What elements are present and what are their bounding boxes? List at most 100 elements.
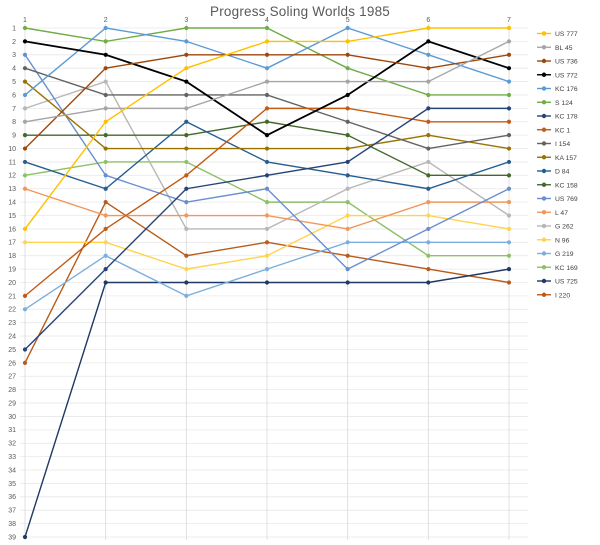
data-point[interactable] (506, 79, 512, 84)
legend-item[interactable]: KC 178 (537, 114, 578, 121)
data-point[interactable] (264, 240, 270, 245)
data-point[interactable] (184, 159, 189, 165)
data-point[interactable] (103, 133, 108, 138)
data-point[interactable] (22, 240, 28, 245)
legend-item[interactable]: US 777 (537, 31, 578, 38)
data-point[interactable] (184, 146, 189, 151)
data-point[interactable] (184, 253, 189, 258)
data-point[interactable] (426, 200, 431, 205)
data-point[interactable] (264, 79, 270, 84)
data-point[interactable] (264, 133, 270, 138)
legend-item[interactable]: BL 45 (537, 45, 573, 52)
legend-label[interactable]: N 96 (555, 237, 570, 244)
data-point[interactable] (22, 173, 28, 178)
legend-label[interactable]: US 777 (555, 31, 578, 38)
legend-item[interactable]: L 47 (537, 210, 568, 217)
data-point[interactable] (264, 39, 270, 44)
legend-label[interactable]: I 154 (555, 141, 570, 148)
data-point[interactable] (506, 159, 512, 165)
data-point[interactable] (184, 66, 189, 71)
data-point[interactable] (264, 52, 270, 57)
data-point[interactable] (426, 25, 431, 31)
data-point[interactable] (103, 159, 108, 165)
data-point[interactable] (506, 226, 512, 232)
data-point[interactable] (345, 173, 350, 178)
data-point[interactable] (345, 52, 350, 57)
data-point[interactable] (264, 92, 270, 98)
data-point[interactable] (426, 66, 431, 71)
data-point[interactable] (22, 92, 28, 98)
legend-label[interactable]: D 84 (555, 169, 570, 176)
data-point[interactable] (103, 213, 108, 218)
data-point[interactable] (345, 267, 350, 272)
data-point[interactable] (103, 253, 108, 258)
data-point[interactable] (22, 52, 28, 57)
data-point[interactable] (506, 186, 512, 191)
data-point[interactable] (426, 213, 431, 218)
data-point[interactable] (22, 66, 28, 71)
series-d-84[interactable] (22, 119, 512, 191)
series-g-219[interactable] (22, 240, 512, 312)
legend-label[interactable]: G 262 (555, 224, 574, 231)
data-point[interactable] (426, 240, 431, 245)
data-point[interactable] (426, 159, 431, 165)
data-point[interactable] (506, 119, 512, 124)
data-point[interactable] (184, 213, 189, 218)
data-point[interactable] (264, 226, 270, 232)
data-point[interactable] (426, 79, 431, 84)
legend-item[interactable]: KC 169 (537, 265, 578, 272)
series-g-262[interactable] (22, 79, 512, 232)
data-point[interactable] (103, 267, 108, 272)
legend-label[interactable]: KC 1 (555, 127, 570, 134)
data-point[interactable] (184, 280, 189, 285)
data-point[interactable] (22, 133, 28, 138)
series-us-736[interactable] (22, 52, 512, 151)
data-point[interactable] (184, 200, 189, 205)
data-point[interactable] (184, 186, 189, 191)
data-point[interactable] (103, 39, 108, 44)
data-point[interactable] (184, 25, 189, 31)
data-point[interactable] (103, 240, 108, 245)
data-point[interactable] (264, 173, 270, 178)
data-point[interactable] (426, 173, 431, 178)
data-point[interactable] (264, 119, 270, 124)
data-point[interactable] (103, 92, 108, 98)
data-point[interactable] (506, 267, 512, 272)
series-n-96[interactable] (22, 213, 512, 272)
data-point[interactable] (22, 186, 28, 191)
data-point[interactable] (345, 133, 350, 138)
legend-label[interactable]: KA 157 (555, 155, 577, 162)
series-kc-158[interactable] (22, 119, 512, 178)
legend-item[interactable]: KC 1 (537, 127, 570, 134)
data-point[interactable] (184, 106, 189, 111)
data-point[interactable] (345, 106, 350, 111)
data-point[interactable] (345, 240, 350, 245)
data-point[interactable] (22, 226, 28, 232)
data-point[interactable] (345, 119, 350, 124)
data-point[interactable] (506, 106, 512, 111)
series-l-47[interactable] (22, 186, 512, 232)
data-point[interactable] (184, 293, 189, 298)
data-point[interactable] (426, 253, 431, 258)
data-point[interactable] (345, 146, 350, 151)
data-point[interactable] (506, 213, 512, 218)
series-kc-169[interactable] (22, 159, 512, 258)
data-point[interactable] (22, 307, 28, 312)
data-point[interactable] (184, 92, 189, 98)
data-point[interactable] (103, 119, 108, 124)
data-point[interactable] (426, 267, 431, 272)
legend-item[interactable]: US 725 (537, 279, 578, 286)
legend-label[interactable]: KC 158 (555, 182, 578, 189)
data-point[interactable] (22, 39, 28, 44)
data-point[interactable] (506, 173, 512, 178)
data-point[interactable] (22, 293, 28, 298)
data-point[interactable] (506, 66, 512, 71)
data-point[interactable] (184, 39, 189, 44)
legend-label[interactable]: L 47 (555, 210, 568, 217)
data-point[interactable] (103, 79, 108, 84)
data-point[interactable] (184, 267, 189, 272)
data-point[interactable] (345, 213, 350, 218)
data-point[interactable] (22, 79, 28, 84)
series-us-769[interactable] (22, 52, 512, 272)
data-point[interactable] (103, 200, 108, 205)
